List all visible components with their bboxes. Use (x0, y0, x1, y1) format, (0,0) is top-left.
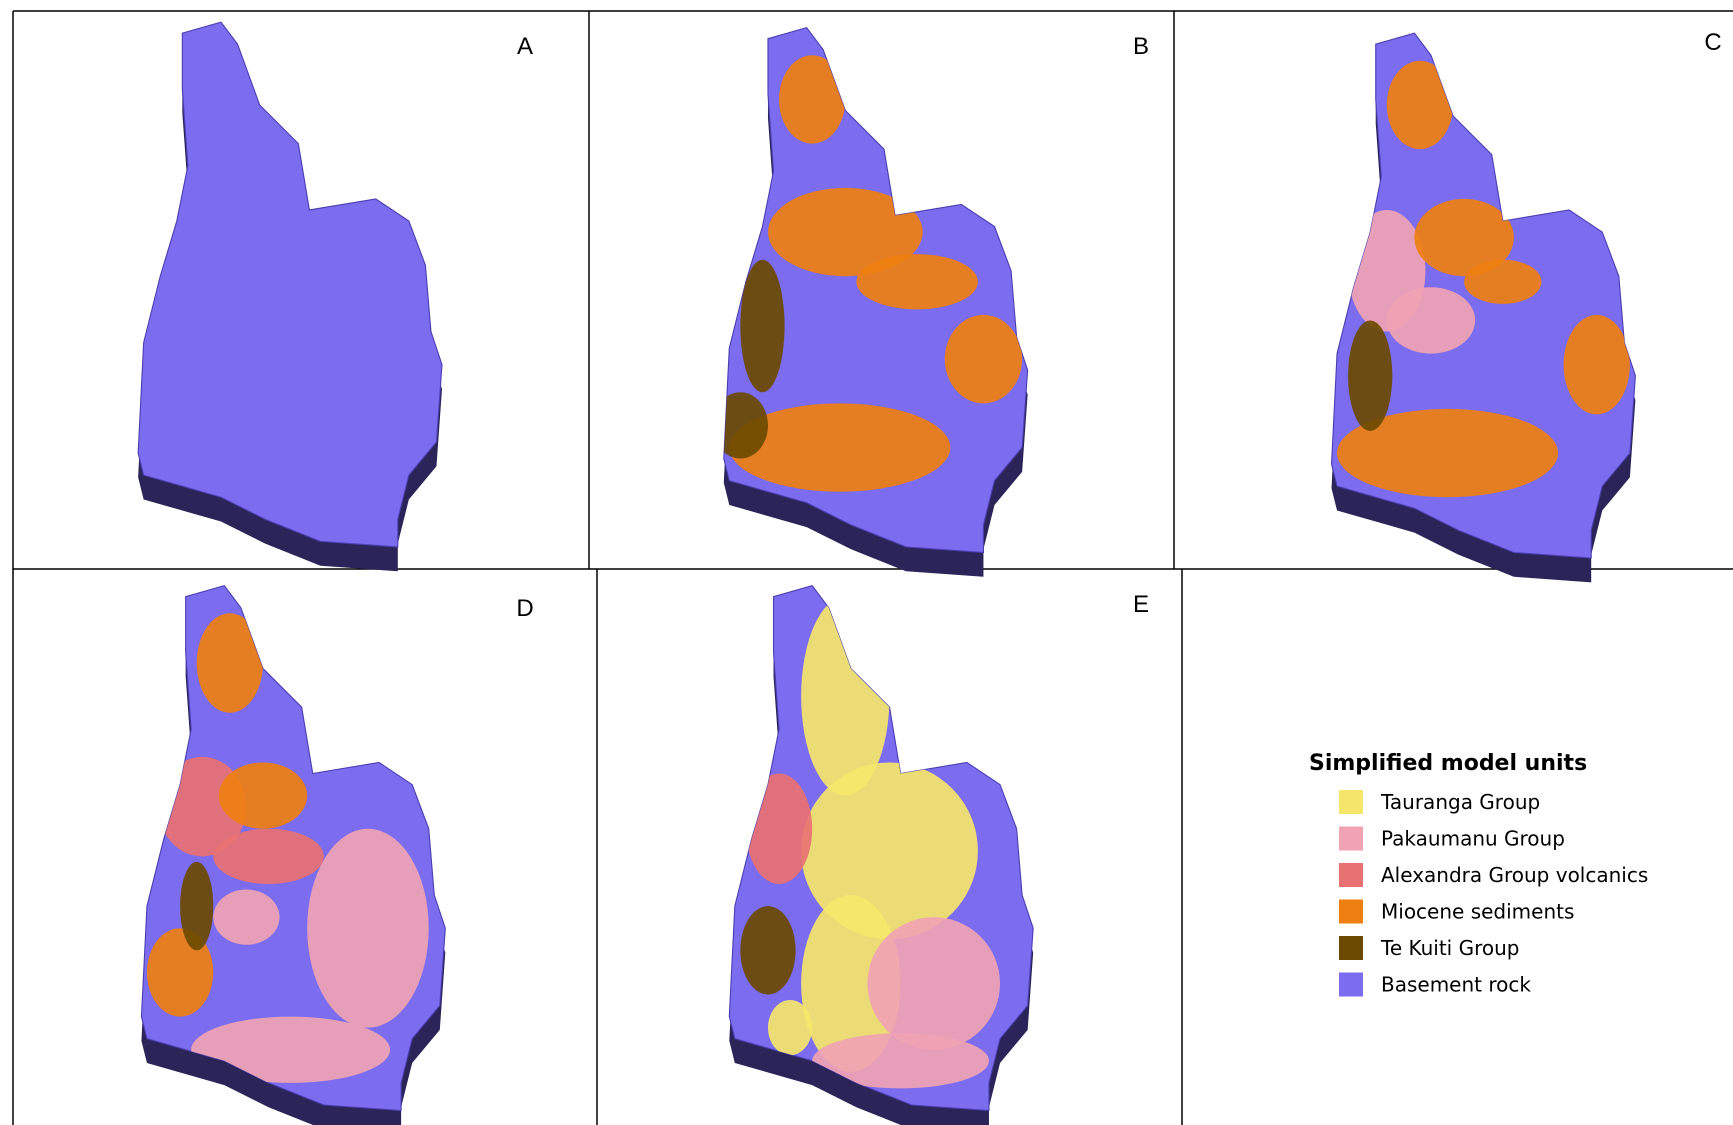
unit-patch (219, 762, 307, 828)
legend-swatch (1339, 936, 1363, 960)
unit-patch (856, 254, 978, 309)
legend: Simplified model units Tauranga Group Pak… (1309, 751, 1648, 997)
legend-title: Simplified model units (1309, 751, 1587, 776)
unit-patch (740, 260, 784, 393)
panel-label: D (516, 595, 533, 622)
unit-patch (1464, 260, 1541, 304)
map (713, 28, 1028, 577)
unit-patch (1348, 320, 1392, 431)
unit-patch (867, 917, 1000, 1050)
panel-label: E (1133, 591, 1149, 618)
panel-label: C (1704, 29, 1721, 56)
unit-patch (180, 862, 213, 950)
legend-label: Te Kuiti Group (1380, 936, 1519, 960)
unit-patch (1564, 315, 1630, 414)
map (141, 586, 445, 1125)
map-surface (138, 22, 442, 547)
unit-patch (945, 315, 1022, 403)
map (1332, 33, 1636, 582)
legend-swatch (1339, 790, 1363, 814)
unit-patch (213, 890, 279, 945)
unit-patch (1387, 61, 1453, 149)
unit-patch (740, 906, 795, 994)
figure: A B C D E Simplified model units Taurang… (0, 0, 1733, 1125)
unit-patch (779, 55, 845, 143)
legend-swatch (1339, 827, 1363, 851)
unit-patch (713, 392, 768, 458)
unit-patch (197, 613, 263, 712)
panel-label: B (1133, 33, 1149, 60)
legend-label: Miocene sediments (1381, 900, 1574, 924)
unit-patch (213, 829, 324, 884)
legend-swatch (1339, 863, 1363, 887)
legend-label: Tauranga Group (1380, 790, 1540, 814)
legend-label: Basement rock (1381, 973, 1531, 997)
legend-label: Alexandra Group volcanics (1381, 863, 1648, 887)
unit-patch (307, 829, 429, 1028)
map (729, 586, 1033, 1125)
map (138, 22, 442, 571)
unit-patch (768, 1000, 812, 1055)
legend-swatch (1339, 973, 1363, 997)
unit-patch (1387, 287, 1475, 353)
panel-label: A (517, 33, 533, 60)
unit-patch (746, 774, 812, 885)
legend-swatch (1339, 900, 1363, 924)
legend-label: Pakaumanu Group (1381, 827, 1565, 851)
